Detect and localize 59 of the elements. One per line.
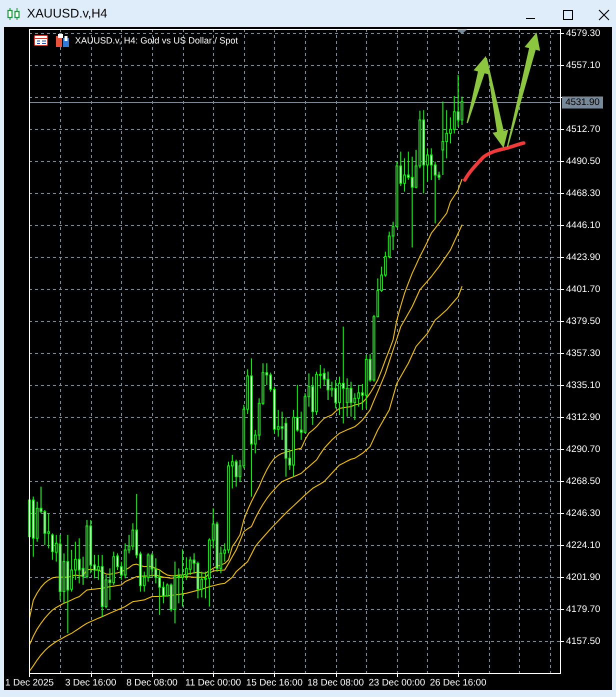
candlestick xyxy=(188,556,192,576)
ref-line-label: 4531.90 xyxy=(565,97,600,108)
y-tick-label: 4179.70 xyxy=(566,604,600,616)
candlestick xyxy=(334,379,337,409)
candlestick xyxy=(357,384,360,408)
candlestick xyxy=(43,509,46,546)
x-tick-label: 18 Dec 08:00 xyxy=(307,678,364,689)
y-tick-label: 4468.30 xyxy=(566,188,600,200)
candlestick xyxy=(162,581,165,604)
y-tick-label: 4290.70 xyxy=(566,444,600,456)
x-tick-label: 8 Dec 08:00 xyxy=(126,678,178,689)
y-tick-label: 4268.50 xyxy=(566,476,600,488)
candlestick xyxy=(78,538,81,584)
candlestick xyxy=(234,459,238,488)
candlestick xyxy=(456,74,460,128)
x-tick-label: 3 Dec 16:00 xyxy=(65,678,116,689)
candlestick xyxy=(146,552,150,582)
candlestick xyxy=(452,96,456,134)
y-tick-label: 4312.90 xyxy=(566,412,600,424)
candlestick xyxy=(430,148,433,181)
candlestick xyxy=(181,548,184,608)
candlestick xyxy=(326,371,330,401)
candlestick xyxy=(346,378,348,418)
y-tick-label: 4224.10 xyxy=(566,540,600,552)
y-tick-label: 4423.90 xyxy=(566,252,600,264)
candlestick xyxy=(342,326,345,424)
candlestick xyxy=(460,96,464,126)
x-tick-label: 26 Dec 16:00 xyxy=(430,678,486,689)
y-tick-label: 4357.30 xyxy=(566,348,600,360)
y-tick-label: 4157.50 xyxy=(566,636,600,648)
chart-title: XAUUSD.v,H4 xyxy=(27,6,108,20)
y-tick-label: 4579.30 xyxy=(566,28,600,40)
candlestick xyxy=(441,101,444,176)
y-tick-label: 4446.10 xyxy=(566,220,600,232)
x-tick-label: 1 Dec 2025 xyxy=(5,678,54,689)
y-tick-label: 4379.50 xyxy=(566,316,600,328)
candlestick xyxy=(338,376,341,416)
y-tick-label: 4246.30 xyxy=(566,508,600,520)
x-tick-label: 11 Dec 00:00 xyxy=(185,678,242,689)
y-tick-label: 4201.90 xyxy=(566,572,600,584)
y-tick-label: 4401.70 xyxy=(566,284,600,296)
candlestick xyxy=(445,110,448,159)
candlestick xyxy=(70,549,73,592)
candlestick xyxy=(51,532,54,560)
y-tick-label: 4335.10 xyxy=(566,380,600,392)
candlestick xyxy=(185,556,188,580)
y-tick-label: 4512.70 xyxy=(566,124,600,136)
y-tick-label: 4490.50 xyxy=(566,156,600,168)
text: XAUUSD.v, H4: Gold vs US Dollar / Spot xyxy=(75,35,238,46)
candlestick xyxy=(403,158,406,192)
line-series xyxy=(28,286,462,672)
candlestick xyxy=(410,156,414,248)
x-tick-label: 15 Dec 16:00 xyxy=(246,678,303,689)
candlestick xyxy=(154,558,158,584)
candlestick xyxy=(47,512,50,549)
y-tick-label: 4557.10 xyxy=(566,60,600,72)
x-tick-label: 23 Dec 00:00 xyxy=(368,678,426,689)
candlestick xyxy=(350,381,352,418)
candlestick xyxy=(150,552,154,578)
